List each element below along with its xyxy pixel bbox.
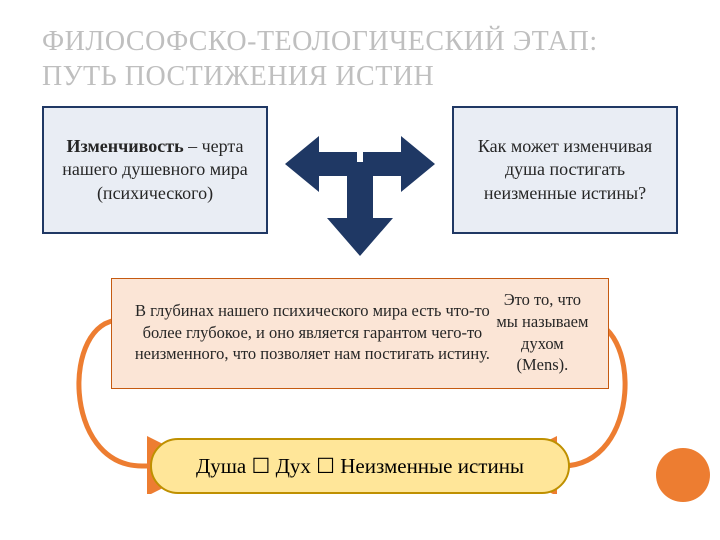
box-depth: В глубинах нашего психического мира есть… — [111, 278, 609, 389]
middle-line2: Это то, что мы называем духом (Mens). — [495, 289, 590, 376]
box-left-bold: Изменчивость — [67, 136, 184, 156]
page-title: ФИЛОСОФСКО-ТЕОЛОГИЧЕСКИЙ ЭТАП: ПУТЬ ПОСТ… — [42, 24, 678, 94]
oval-chain: Душа ☐ Дух ☐ Неизменные истины — [150, 438, 570, 494]
middle-line1: В глубинах нашего психического мира есть… — [130, 300, 495, 365]
corner-decoration-circle — [656, 448, 710, 502]
three-way-arrow-icon — [285, 120, 435, 260]
slide: ФИЛОСОФСКО-ТЕОЛОГИЧЕСКИЙ ЭТАП: ПУТЬ ПОСТ… — [0, 0, 720, 540]
box-changeability: Изменчивость – черта нашего душевного ми… — [42, 106, 268, 234]
box-question: Как может изменчивая душа постигать неиз… — [452, 106, 678, 234]
